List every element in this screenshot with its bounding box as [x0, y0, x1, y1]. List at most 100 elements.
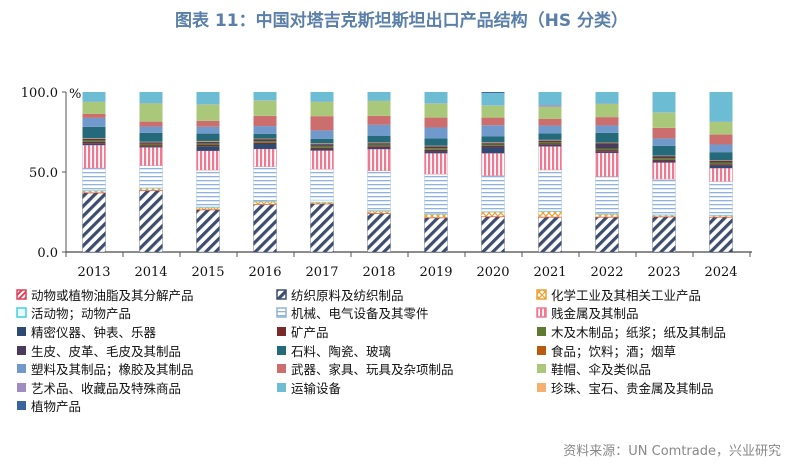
- bar-segment: [424, 127, 448, 139]
- bar-segment: [367, 135, 391, 143]
- bar-segment: [196, 209, 220, 253]
- y-tick-label: 50.0: [29, 166, 58, 181]
- bar-segment: [709, 152, 733, 161]
- bar-segment: [367, 144, 391, 147]
- legend-label: 运输设备: [291, 380, 342, 396]
- bar-segment: [538, 211, 562, 218]
- legend-label: 活动物；动物产品: [31, 306, 132, 322]
- y-axis-unit: %: [69, 87, 81, 102]
- legend-item: 机械、电气设备及其零件: [276, 304, 536, 323]
- bar-segment: [652, 138, 676, 146]
- bar-segment: [709, 167, 733, 182]
- legend-swatch: [537, 364, 546, 374]
- bar-segment: [709, 92, 733, 122]
- bar-segment: [709, 164, 733, 166]
- bar-segment: [367, 148, 391, 172]
- bar-segment: [253, 141, 277, 143]
- bar-segment: [310, 148, 334, 151]
- legend-swatch: [536, 307, 547, 319]
- legend-swatch: [537, 326, 546, 336]
- bar-segment: [481, 92, 505, 106]
- legend-swatch: [537, 382, 546, 392]
- bar-segment: [424, 213, 448, 218]
- legend-label: 矿产品: [291, 324, 329, 340]
- legend-swatch: [277, 364, 286, 374]
- bar-segment: [367, 100, 391, 116]
- legend-item: 运输设备: [276, 378, 536, 397]
- bar-segment: [196, 169, 220, 208]
- legend-swatch: [276, 289, 287, 300]
- bar-segment: [481, 117, 505, 126]
- bar-2014: [139, 92, 163, 253]
- bar-segment: [253, 148, 277, 167]
- bar-segment: [481, 152, 505, 176]
- legend-item: 木及木制品；纸浆；纸及其制品: [536, 322, 796, 341]
- bar-segment: [139, 147, 163, 166]
- bar-segment: [709, 216, 733, 253]
- bar-segment: [538, 146, 562, 171]
- legend-item: 石料、陶瓷、玻璃: [276, 341, 536, 360]
- bar-segment: [367, 170, 391, 211]
- bar-segment: [367, 210, 391, 214]
- legend-item: 贱金属及其制品: [536, 304, 796, 323]
- bar-segment: [709, 162, 733, 165]
- bar-segment: [253, 166, 277, 202]
- legend-item: 珍珠、宝石、贵金属及其制品: [536, 378, 796, 397]
- bar-segment: [538, 106, 562, 119]
- bar-segment: [310, 145, 334, 148]
- bar-segment: [481, 216, 505, 253]
- bar-segment: [253, 142, 277, 144]
- bar-segment: [709, 144, 733, 153]
- bar-2017: [310, 92, 334, 253]
- bar-segment: [310, 203, 334, 253]
- bar-segment: [709, 160, 733, 163]
- bar-segment: [709, 181, 733, 216]
- x-tick-label: 2020: [476, 265, 509, 280]
- legend-item: 矿产品: [276, 322, 536, 341]
- legend-label: 珍珠、宝石、贵金属及其制品: [551, 380, 714, 396]
- bar-segment: [82, 192, 106, 253]
- source-note: 资料来源：UN Comtrade，兴业研究: [563, 444, 781, 459]
- bar-segment: [481, 147, 505, 154]
- legend-label: 贱金属及其制品: [551, 306, 639, 322]
- legend-label: 艺术品、收藏品及特殊商品: [31, 380, 182, 396]
- bar-segment: [139, 143, 163, 146]
- bar-segment: [595, 216, 619, 253]
- bar-segment: [595, 143, 619, 149]
- bar-segment: [424, 148, 448, 150]
- bar-segment: [424, 173, 448, 215]
- bar-segment: [82, 138, 106, 141]
- bar-segment: [538, 169, 562, 212]
- bar-segment: [481, 143, 505, 145]
- bar-segment: [310, 101, 334, 117]
- bar-segment: [652, 92, 676, 113]
- bar-segment: [310, 168, 334, 201]
- y-tick-label: 100.0: [21, 86, 58, 101]
- bar-segment: [424, 217, 448, 253]
- bar-segment: [424, 149, 448, 152]
- bar-segment: [310, 199, 334, 203]
- bar-segment: [310, 130, 334, 139]
- x-tick-label: 2021: [533, 265, 566, 280]
- bar-segment: [82, 92, 106, 102]
- legend-swatch: [277, 345, 286, 355]
- bar-segment: [310, 92, 334, 102]
- legend-item: 生皮、皮革、毛皮及其制品: [16, 341, 276, 360]
- bar-segment: [139, 92, 163, 104]
- legend-item: 精密仪器、钟表、乐器: [16, 322, 276, 341]
- legend-item: 食品；饮料；酒；烟草: [536, 341, 796, 360]
- bar-segment: [253, 201, 277, 205]
- bar-segment: [481, 92, 505, 93]
- bar-segment: [538, 118, 562, 126]
- bar-segment: [538, 216, 562, 253]
- bar-segment: [595, 213, 619, 218]
- bar-segment: [139, 146, 163, 148]
- legend-label: 塑料及其制品；橡胶及其制品: [31, 362, 194, 378]
- legend-label: 化学工业及其相关工业产品: [551, 287, 702, 303]
- bar-segment: [82, 143, 106, 146]
- bar-segment: [538, 125, 562, 134]
- bar-segment: [481, 145, 505, 148]
- bar-segment: [595, 152, 619, 177]
- legend-swatch: [17, 401, 26, 411]
- bar-segment: [367, 147, 391, 150]
